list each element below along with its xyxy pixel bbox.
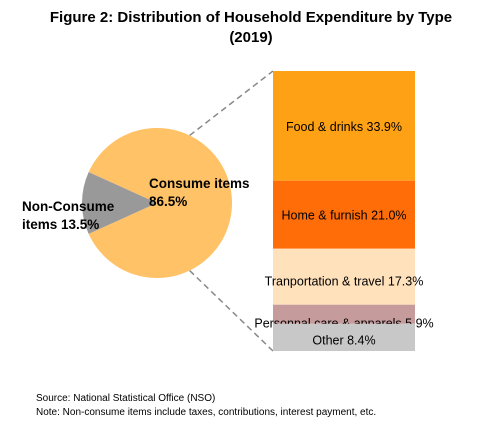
notes-block: Source: National Statistical Office (NSO…: [36, 392, 376, 420]
bar-segment: [273, 71, 415, 181]
bar-segment-label: Food & drinks 33.9%: [286, 120, 402, 134]
pie-slice-value: 86.5%: [149, 194, 187, 209]
bar-segment-label: Tranportation & travel 17.3%: [265, 275, 424, 289]
chart-title: Figure 2: Distribution of Household Expe…: [0, 8, 502, 48]
pie-chart: Consume items 86.5% Non-Consume items 13.5%: [22, 128, 250, 278]
pie-slice: [88, 128, 233, 278]
bar-segment: [273, 180, 415, 249]
bar-segment: [273, 304, 415, 324]
pie-slice-label: Non-Consume: [22, 199, 115, 214]
bar-segment: [273, 323, 415, 351]
pie-slice: [82, 172, 157, 234]
footnote: Note: Non-consume items include taxes, c…: [36, 407, 377, 418]
pie-slice-label: Consume items: [149, 176, 250, 191]
title-line-1: Figure 2: Distribution of Household Expe…: [49, 9, 453, 26]
bar-segment-label: Other 8.4%: [312, 333, 375, 347]
pie-slice-value: items 13.5%: [22, 217, 99, 232]
title-line-2: (2019): [229, 29, 273, 46]
connector-line: [189, 269, 274, 352]
bar-segment-label: Home & furnish 21.0%: [281, 209, 406, 223]
connector-lines: [189, 70, 274, 352]
bar-segment: [273, 248, 415, 305]
source-note: Source: National Statistical Office (NSO…: [36, 393, 216, 404]
stacked-bar-chart: Food & drinks 33.9% Home & furnish 21.0% T…: [254, 71, 434, 351]
connector-line: [189, 70, 274, 137]
